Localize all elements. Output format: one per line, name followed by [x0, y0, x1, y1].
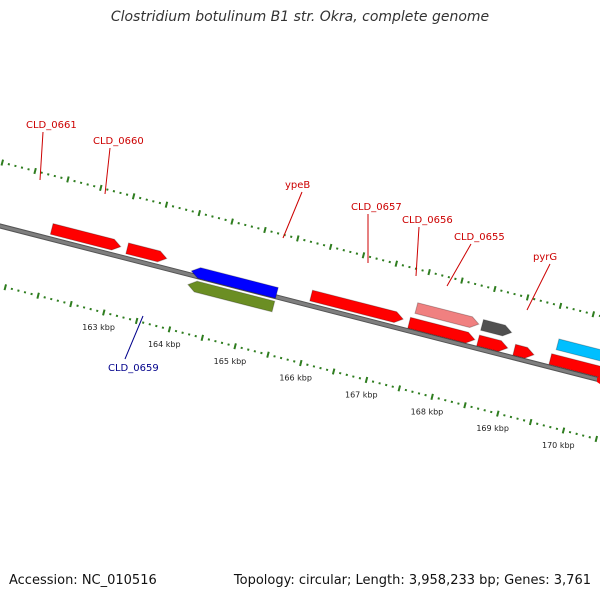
tick-row-lower	[299, 359, 303, 367]
tick-row-lower	[397, 385, 402, 392]
tick-row-lower	[233, 343, 237, 350]
map-title: Clostridium botulinum B1 str. Okra, comp…	[110, 9, 490, 25]
gene-label: CLD_0656	[402, 215, 453, 226]
tick-row-lower	[496, 410, 500, 417]
gene-cld-0657	[414, 302, 480, 329]
edge-gene-marker	[597, 376, 600, 384]
tick-row-lower	[364, 376, 369, 384]
tick-row-upper	[493, 285, 497, 293]
gene-cld-0656	[480, 318, 513, 337]
gene-ypeb	[309, 289, 404, 324]
gene-feature-7	[407, 316, 476, 344]
tick-row-upper	[66, 176, 70, 183]
tick-row-lower	[102, 309, 106, 316]
tick-row-lower	[463, 402, 467, 409]
tick-row-upper	[33, 167, 37, 175]
tick-label: 165 kbp	[214, 357, 247, 366]
gene-feature-9	[476, 334, 509, 352]
gene-cld-0655	[512, 343, 535, 359]
tick-label: 167 kbp	[345, 391, 378, 400]
gene-label-leader	[446, 243, 472, 287]
tick-label: 168 kbp	[411, 407, 444, 416]
tick-row-lower	[167, 326, 172, 333]
gene-feature-12	[548, 353, 600, 378]
gene-cld-0659	[187, 280, 276, 313]
tick-row-upper	[99, 184, 103, 192]
tick-row-lower	[200, 334, 205, 341]
gene-feature-0	[49, 222, 122, 251]
tick-row-lower	[561, 427, 566, 434]
tick-row-lower	[430, 393, 434, 400]
tick-row-lower	[69, 300, 73, 308]
tick-row-upper	[328, 243, 333, 251]
gene-label-leader	[124, 315, 144, 360]
gene-label-leader	[39, 131, 44, 181]
backbone-line	[0, 224, 600, 382]
gene-label-leader	[104, 147, 111, 195]
gene-label-leader	[282, 191, 303, 239]
gene-label: CLD_0657	[351, 202, 402, 213]
gene-label: CLD_0660	[93, 136, 144, 147]
tick-row-lower	[594, 435, 599, 443]
tick-row-upper	[558, 302, 563, 310]
tick-row-upper	[460, 277, 464, 284]
tick-row-upper	[525, 294, 530, 301]
tick-row-upper	[164, 201, 169, 208]
gene-label: pyrG	[533, 252, 557, 263]
tick-row-upper	[197, 209, 202, 217]
tick-row-upper	[591, 311, 596, 318]
gene-label: CLD_0659	[108, 363, 159, 374]
tick-label: 170 kbp	[542, 441, 575, 450]
tick-label: 164 kbp	[148, 340, 181, 349]
tick-row-upper	[0, 159, 4, 166]
tick-row-lower	[3, 284, 7, 291]
gene-label: CLD_0655	[454, 232, 505, 243]
genome-summary: Topology: circular; Length: 3,958,233 bp…	[233, 573, 591, 588]
gene-label: ypeB	[285, 180, 310, 191]
gene-label-leader	[526, 263, 551, 311]
tick-row-upper	[394, 260, 399, 267]
gene-feature-3	[190, 267, 279, 299]
tick-row-upper	[131, 193, 136, 200]
gene-label: CLD_0661	[26, 120, 77, 131]
tick-row-lower	[134, 317, 139, 325]
tick-row-upper	[263, 226, 267, 234]
tick-row-upper	[427, 268, 431, 276]
tick-label: 169 kbp	[476, 424, 509, 433]
tick-row-lower	[36, 292, 40, 299]
gene-pyrg	[555, 338, 600, 362]
accession-label: Accession: NC_010516	[9, 573, 157, 588]
tick-row-upper	[230, 218, 234, 225]
tick-label: 166 kbp	[279, 374, 312, 383]
tick-row-lower	[528, 418, 533, 426]
tick-row-upper	[361, 252, 366, 259]
gene-label-leader	[415, 226, 420, 277]
tick-label: 163 kbp	[82, 323, 115, 332]
tick-row-upper	[296, 235, 300, 242]
gene-cld-0660	[125, 242, 168, 263]
tick-row-lower	[266, 351, 270, 358]
tick-row-lower	[331, 368, 336, 375]
